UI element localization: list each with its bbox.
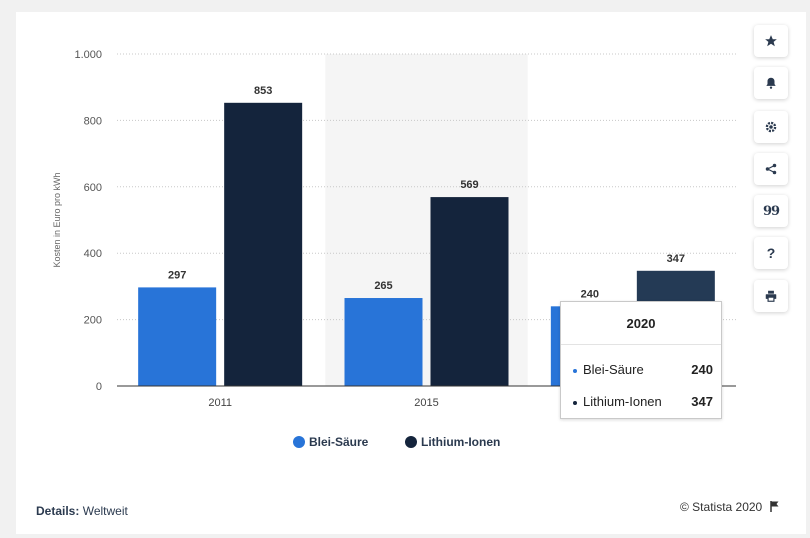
- details-label: Details:: [36, 504, 80, 518]
- tooltip-value-lithium: 347: [691, 394, 713, 409]
- bar-2015-1: [430, 197, 509, 386]
- bar-2015-0: [344, 298, 423, 386]
- print-button[interactable]: [754, 280, 788, 312]
- data-label-2011-0: 297: [168, 269, 186, 281]
- legend-marker-1: [405, 436, 417, 448]
- bar-2011-1: [224, 102, 303, 386]
- tooltip-dot-blei: [573, 368, 577, 373]
- data-label-2015-1: 569: [460, 179, 478, 191]
- share-icon: [765, 163, 777, 175]
- y-tick-label: 600: [84, 182, 102, 194]
- chart-tooltip: 2020 Blei-Säure 240 Lithium-Ionen 347: [560, 301, 722, 419]
- legend-marker-0: [293, 436, 305, 448]
- tooltip-title: 2020: [626, 316, 656, 331]
- data-label-2020-0: 240: [581, 288, 599, 300]
- notification-button[interactable]: [754, 67, 788, 99]
- data-label-2015-0: 265: [374, 280, 392, 292]
- y-tick-label: 400: [84, 248, 102, 260]
- favorite-button[interactable]: [754, 25, 788, 57]
- tooltip-dot-lithium: [573, 400, 577, 405]
- settings-button[interactable]: [754, 111, 788, 143]
- tooltip-row-blei: Blei-Säure 240: [573, 362, 713, 377]
- tooltip-divider: [561, 344, 721, 345]
- gear-icon: [765, 121, 777, 133]
- quote-icon: 99: [762, 203, 780, 219]
- y-tick-label: 1.000: [74, 49, 102, 61]
- details-note: Details: Weltweit: [36, 504, 128, 518]
- legend-label-1: Lithium-Ionen: [421, 435, 500, 449]
- question-icon: ?: [766, 245, 776, 261]
- y-axis-label: Kosten in Euro pro kWh: [52, 172, 62, 267]
- details-value[interactable]: Weltweit: [82, 504, 128, 518]
- tooltip-label-lithium: Lithium-Ionen: [583, 394, 662, 409]
- help-button[interactable]: ?: [754, 237, 788, 269]
- citation-button[interactable]: 99: [754, 195, 788, 227]
- y-tick-label: 0: [96, 381, 102, 393]
- y-tick-label: 800: [84, 115, 102, 127]
- tooltip-label-blei: Blei-Säure: [583, 362, 644, 377]
- chart-card: 0 200 400 600 800 1.000 Kosten in Euro pro kWh…: [16, 12, 806, 534]
- credit-text: © Statista 2020: [680, 500, 763, 514]
- y-tick-label: 200: [84, 315, 102, 327]
- data-label-2020-1: 347: [667, 253, 685, 265]
- share-button[interactable]: [754, 153, 788, 185]
- x-tick-label: 2011: [208, 397, 232, 409]
- data-label-2011-1: 853: [254, 85, 272, 97]
- bell-icon: [766, 77, 776, 89]
- tooltip-row-lithium: Lithium-Ionen 347: [573, 394, 713, 409]
- source-credit[interactable]: © Statista 2020: [680, 500, 781, 514]
- print-icon: [765, 290, 777, 302]
- bar-2011-0: [138, 287, 217, 386]
- legend-label-0: Blei-Säure: [309, 435, 369, 449]
- star-icon: [765, 35, 777, 47]
- tooltip-value-blei: 240: [691, 362, 713, 377]
- flag-icon: [769, 501, 779, 512]
- x-tick-label: 2015: [414, 397, 438, 409]
